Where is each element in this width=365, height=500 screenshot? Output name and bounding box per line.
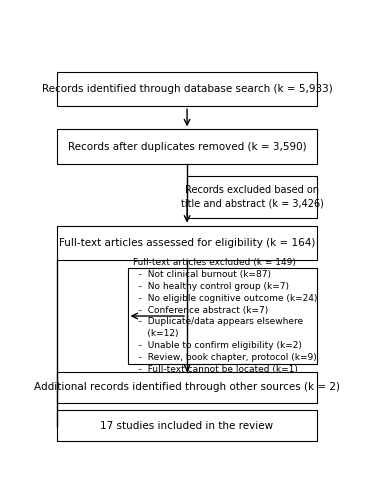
Text: Full-text articles assessed for eligibility (k = 164): Full-text articles assessed for eligibil… <box>59 238 315 248</box>
Text: Records identified through database search (k = 5,933): Records identified through database sear… <box>42 84 333 94</box>
FancyBboxPatch shape <box>187 176 317 218</box>
Text: Full-text articles excluded (k = 149)
  -  Not clinical burnout (k=87)
  -  No h: Full-text articles excluded (k = 149) - … <box>133 258 318 374</box>
Text: Records excluded based on
title and abstract (k = 3,426): Records excluded based on title and abst… <box>181 185 323 208</box>
FancyBboxPatch shape <box>128 268 317 364</box>
FancyBboxPatch shape <box>57 72 317 106</box>
Text: Records after duplicates removed (k = 3,590): Records after duplicates removed (k = 3,… <box>68 142 306 152</box>
FancyBboxPatch shape <box>57 372 317 402</box>
FancyBboxPatch shape <box>57 226 317 260</box>
Text: 17 studies included in the review: 17 studies included in the review <box>100 421 274 430</box>
FancyBboxPatch shape <box>57 410 317 441</box>
Text: Additional records identified through other sources (k = 2): Additional records identified through ot… <box>34 382 340 392</box>
FancyBboxPatch shape <box>57 130 317 164</box>
